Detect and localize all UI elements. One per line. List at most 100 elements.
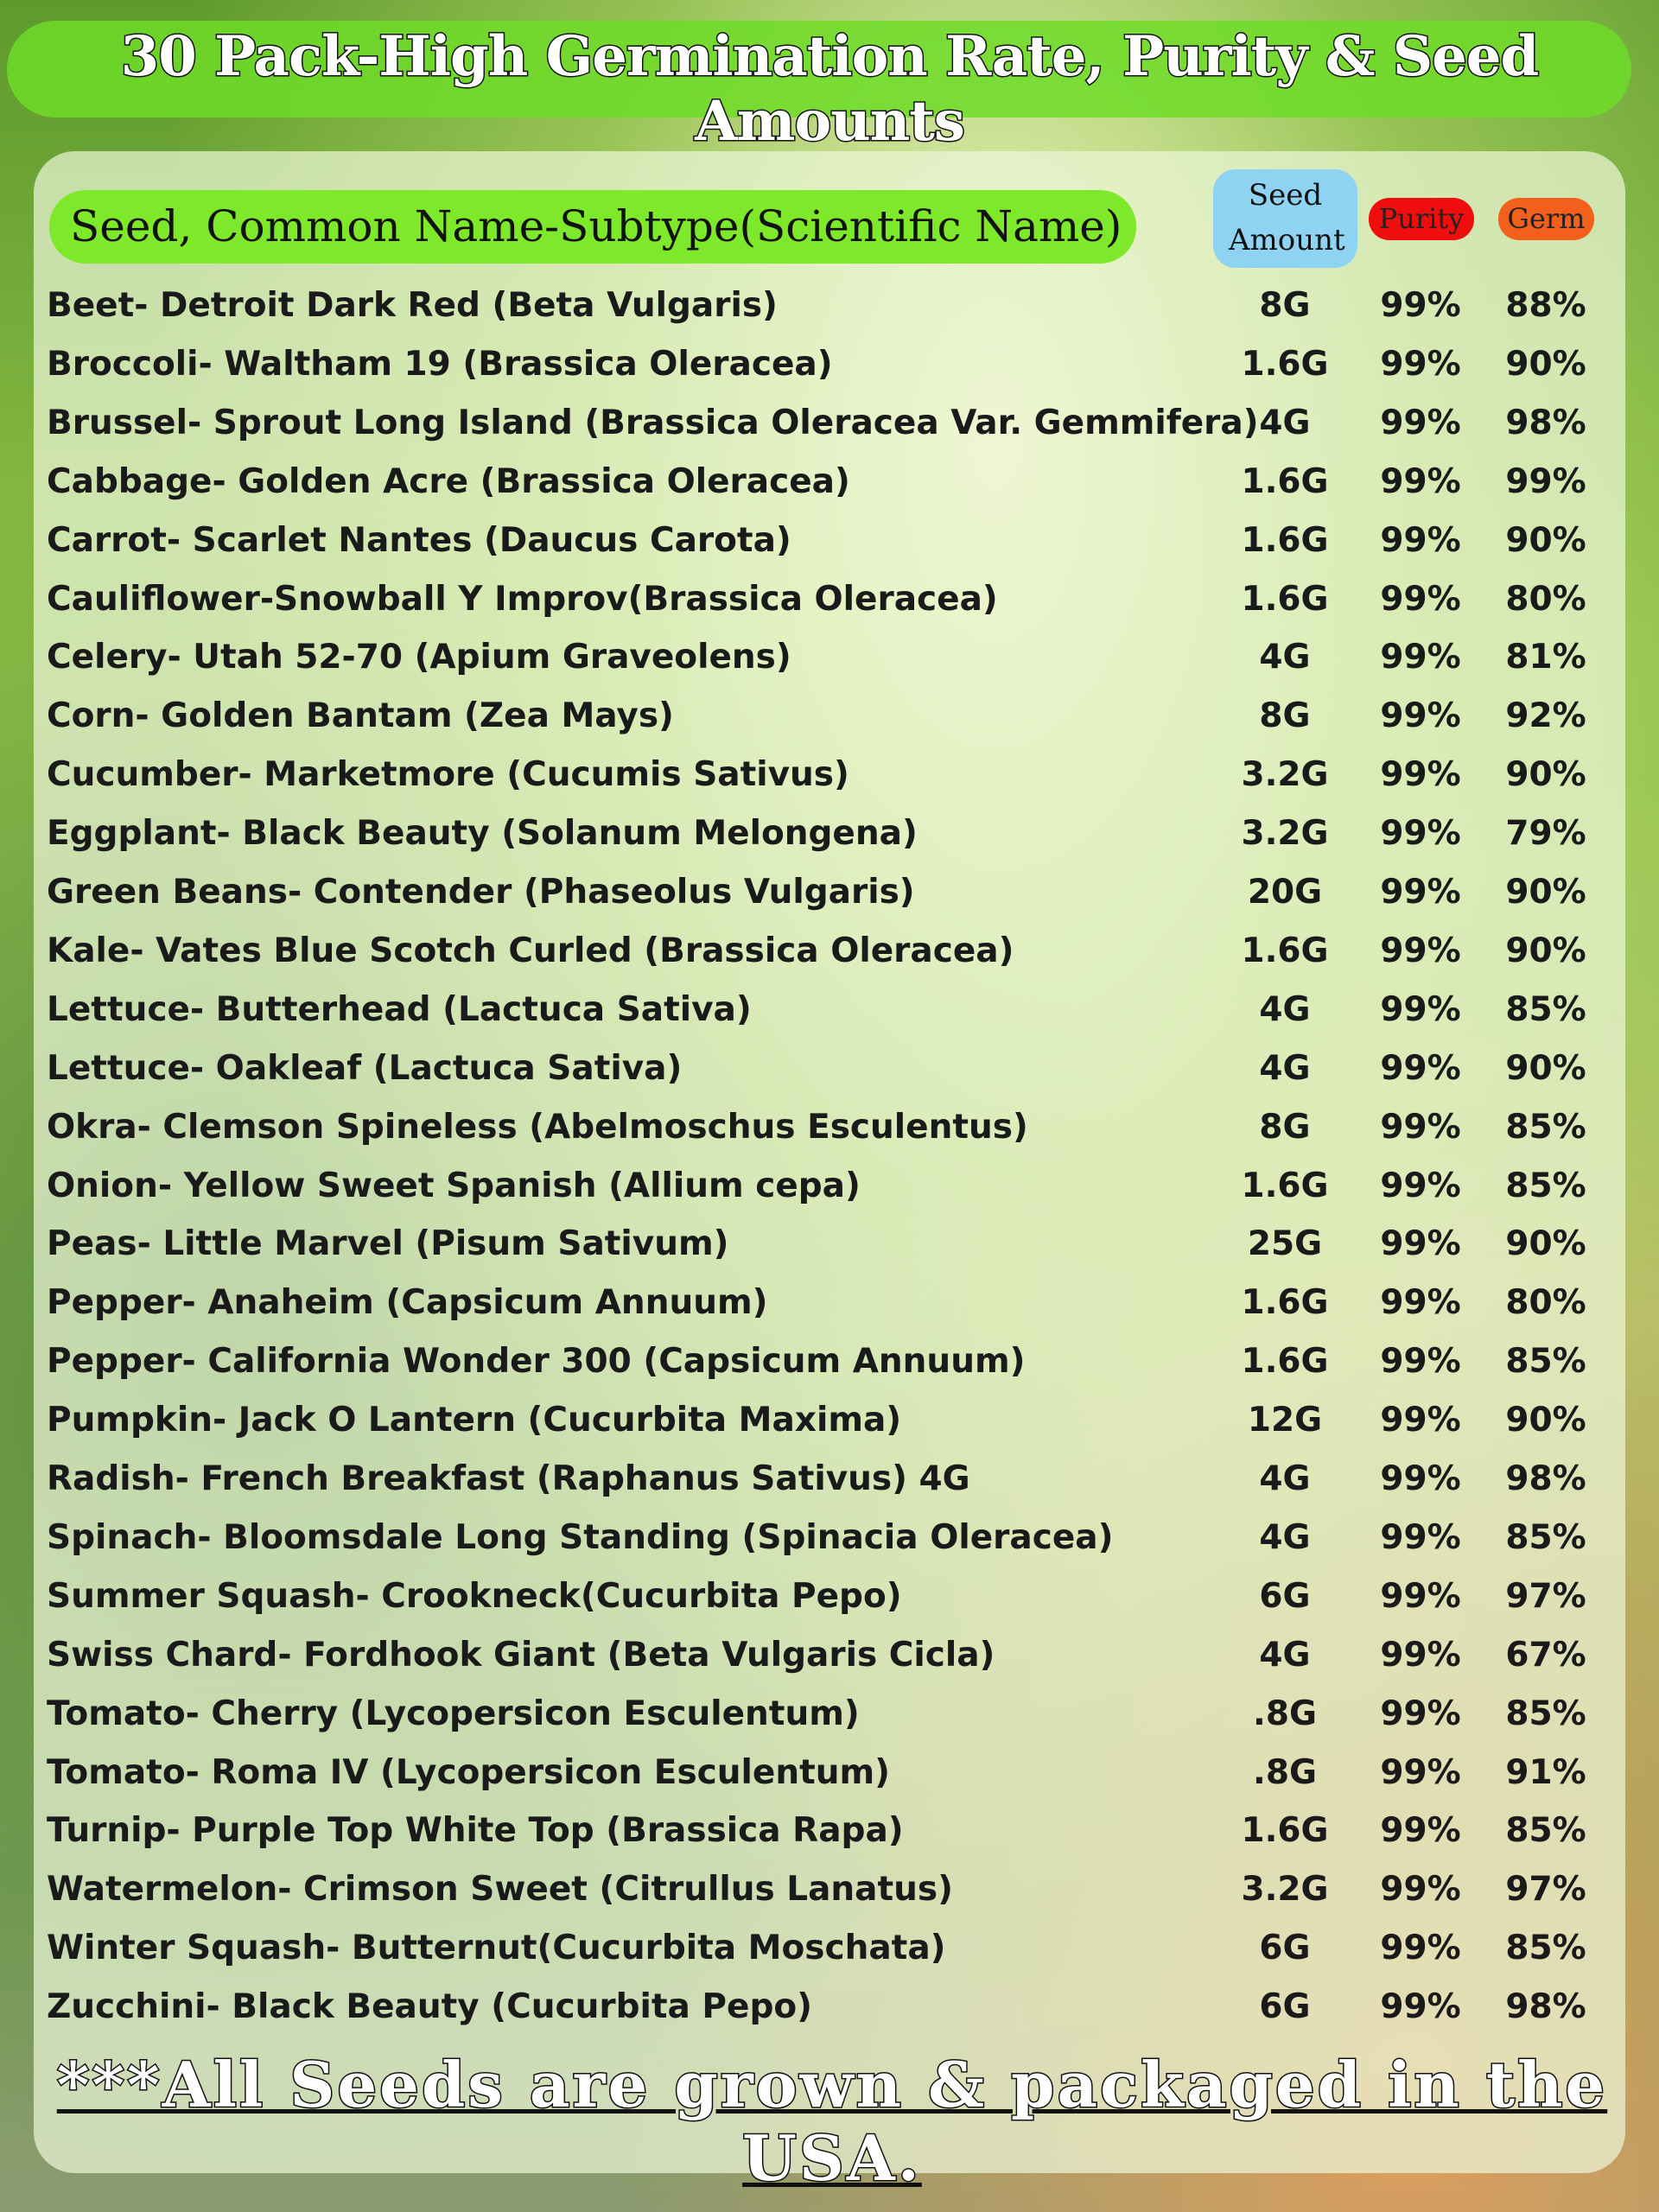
purity: 99% — [1380, 1987, 1461, 2027]
germination: 98% — [1505, 403, 1586, 442]
purity: 99% — [1380, 1401, 1461, 1440]
germination: 85% — [1505, 1107, 1586, 1147]
germination: 98% — [1505, 1987, 1586, 2027]
seed-amount: 4G — [1259, 638, 1311, 677]
seed-amount: 1.6G — [1241, 579, 1329, 619]
purity: 99% — [1380, 520, 1461, 560]
germination: 92% — [1505, 696, 1586, 736]
germination: 79% — [1505, 814, 1586, 854]
seed-name: Cabbage- Golden Acre (Brassica Oleracea) — [47, 461, 850, 501]
purity: 99% — [1380, 403, 1461, 442]
seed-amount: 4G — [1259, 989, 1311, 1029]
germination: 80% — [1505, 579, 1586, 619]
seed-amount: 4G — [1259, 403, 1311, 442]
germination: 85% — [1505, 1694, 1586, 1733]
seed-name: Pepper- California Wonder 300 (Capsicum … — [47, 1342, 1026, 1382]
seed-name: Broccoli- Waltham 19 (Brassica Oleracea) — [47, 344, 833, 384]
seed-name: Watermelon- Crimson Sweet (Citrullus Lan… — [47, 1870, 953, 1910]
seed-amount: 6G — [1259, 1987, 1311, 2027]
purity: 99% — [1380, 696, 1461, 736]
seed-amount: 12G — [1247, 1401, 1323, 1440]
seed-amount: 1.6G — [1241, 1166, 1329, 1205]
seed-amount: 1.6G — [1241, 931, 1329, 970]
seed-name: Peas- Little Marvel (Pisum Sativum) — [47, 1224, 729, 1264]
seed-name: Lettuce- Butterhead (Lactuca Sativa) — [47, 989, 752, 1029]
seed-name: Swiss Chard- Fordhook Giant (Beta Vulgar… — [47, 1635, 995, 1675]
footer-note: ***All Seeds are grown & packaged in the… — [55, 2047, 1608, 2196]
germination: 85% — [1505, 1517, 1586, 1557]
seed-name: Zucchini- Black Beauty (Cucurbita Pepo) — [47, 1987, 812, 2027]
purity: 99% — [1380, 873, 1461, 912]
purity: 99% — [1380, 814, 1461, 854]
germination: 91% — [1505, 1752, 1586, 1792]
purity: 99% — [1380, 1224, 1461, 1264]
seed-amount: 20G — [1247, 873, 1323, 912]
purity: 99% — [1380, 1166, 1461, 1205]
germination: 90% — [1505, 344, 1586, 384]
seed-name: Tomato- Roma IV (Lycopersicon Esculentum… — [47, 1752, 890, 1792]
seed-amount: 1.6G — [1241, 344, 1329, 384]
germination: 85% — [1505, 1342, 1586, 1382]
column-header: Germ — [1498, 198, 1594, 240]
title: 30 Pack-High Germination Rate, Purity & … — [119, 23, 1541, 156]
seed-name: Green Beans- Contender (Phaseolus Vulgar… — [47, 873, 915, 912]
seed-amount: 4G — [1259, 1635, 1311, 1675]
seed-name: Pepper- Anaheim (Capsicum Annuum) — [47, 1283, 768, 1323]
germination: 90% — [1505, 1224, 1586, 1264]
germination: 81% — [1505, 638, 1586, 677]
germination: 85% — [1505, 1929, 1586, 1968]
seed-name: Brussel- Sprout Long Island (Brassica Ol… — [47, 403, 1259, 442]
purity: 99% — [1380, 1929, 1461, 1968]
purity: 99% — [1380, 1283, 1461, 1323]
germination: 90% — [1505, 755, 1586, 795]
seed-amount: 1.6G — [1241, 1283, 1329, 1323]
purity: 99% — [1380, 1517, 1461, 1557]
purity: 99% — [1380, 1752, 1461, 1792]
seed-amount: 1.6G — [1241, 520, 1329, 560]
seed-amount: 4G — [1259, 1517, 1311, 1557]
seed-name: Kale- Vates Blue Scotch Curled (Brassica… — [47, 931, 1014, 970]
seed-name: Winter Squash- Butternut(Cucurbita Mosch… — [47, 1929, 946, 1968]
seed-name: Eggplant- Black Beauty (Solanum Melongen… — [47, 814, 918, 854]
seed-amount: 1.6G — [1241, 1811, 1329, 1851]
seed-name: Radish- French Breakfast (Raphanus Sativ… — [47, 1459, 970, 1498]
germination: 85% — [1505, 1166, 1586, 1205]
seed-amount: 1.6G — [1241, 1342, 1329, 1382]
germination: 90% — [1505, 1048, 1586, 1088]
seed-amount: 6G — [1259, 1576, 1311, 1616]
table-panel — [34, 151, 1625, 2173]
seed-name: Corn- Golden Bantam (Zea Mays) — [47, 696, 674, 736]
purity: 99% — [1380, 461, 1461, 501]
seed-name: Cucumber- Marketmore (Cucumis Sativus) — [47, 755, 849, 795]
purity: 99% — [1380, 579, 1461, 619]
purity: 99% — [1380, 286, 1461, 325]
seed-amount: 3.2G — [1241, 814, 1329, 854]
germination: 99% — [1505, 461, 1586, 501]
seed-amount: .8G — [1253, 1752, 1317, 1792]
title-banner — [7, 21, 1631, 118]
purity: 99% — [1380, 1576, 1461, 1616]
germination: 90% — [1505, 520, 1586, 560]
seed-amount: 8G — [1259, 286, 1311, 325]
purity: 99% — [1380, 1048, 1461, 1088]
germination: 80% — [1505, 1283, 1586, 1323]
germination: 67% — [1505, 1635, 1586, 1675]
seed-amount: 4G — [1259, 1459, 1311, 1498]
seed-amount: 3.2G — [1241, 755, 1329, 795]
seed-amount: 8G — [1259, 1107, 1311, 1147]
seed-name: Lettuce- Oakleaf (Lactuca Sativa) — [47, 1048, 683, 1088]
seed-name: Turnip- Purple Top White Top (Brassica R… — [47, 1811, 904, 1851]
seed-name: Cauliflower-Snowball Y Improv(Brassica O… — [47, 579, 998, 619]
seed-name: Beet- Detroit Dark Red (Beta Vulgaris) — [47, 286, 778, 325]
column-header: Purity — [1369, 198, 1474, 240]
purity: 99% — [1380, 344, 1461, 384]
seed-amount: 25G — [1247, 1224, 1323, 1264]
seed-amount: 6G — [1259, 1929, 1311, 1968]
germination: 97% — [1505, 1870, 1586, 1910]
seed-amount: .8G — [1253, 1694, 1317, 1733]
purity: 99% — [1380, 1107, 1461, 1147]
germination: 90% — [1505, 1401, 1586, 1440]
seed-name: Summer Squash- Crookneck(Cucurbita Pepo) — [47, 1576, 902, 1616]
purity: 99% — [1380, 1694, 1461, 1733]
